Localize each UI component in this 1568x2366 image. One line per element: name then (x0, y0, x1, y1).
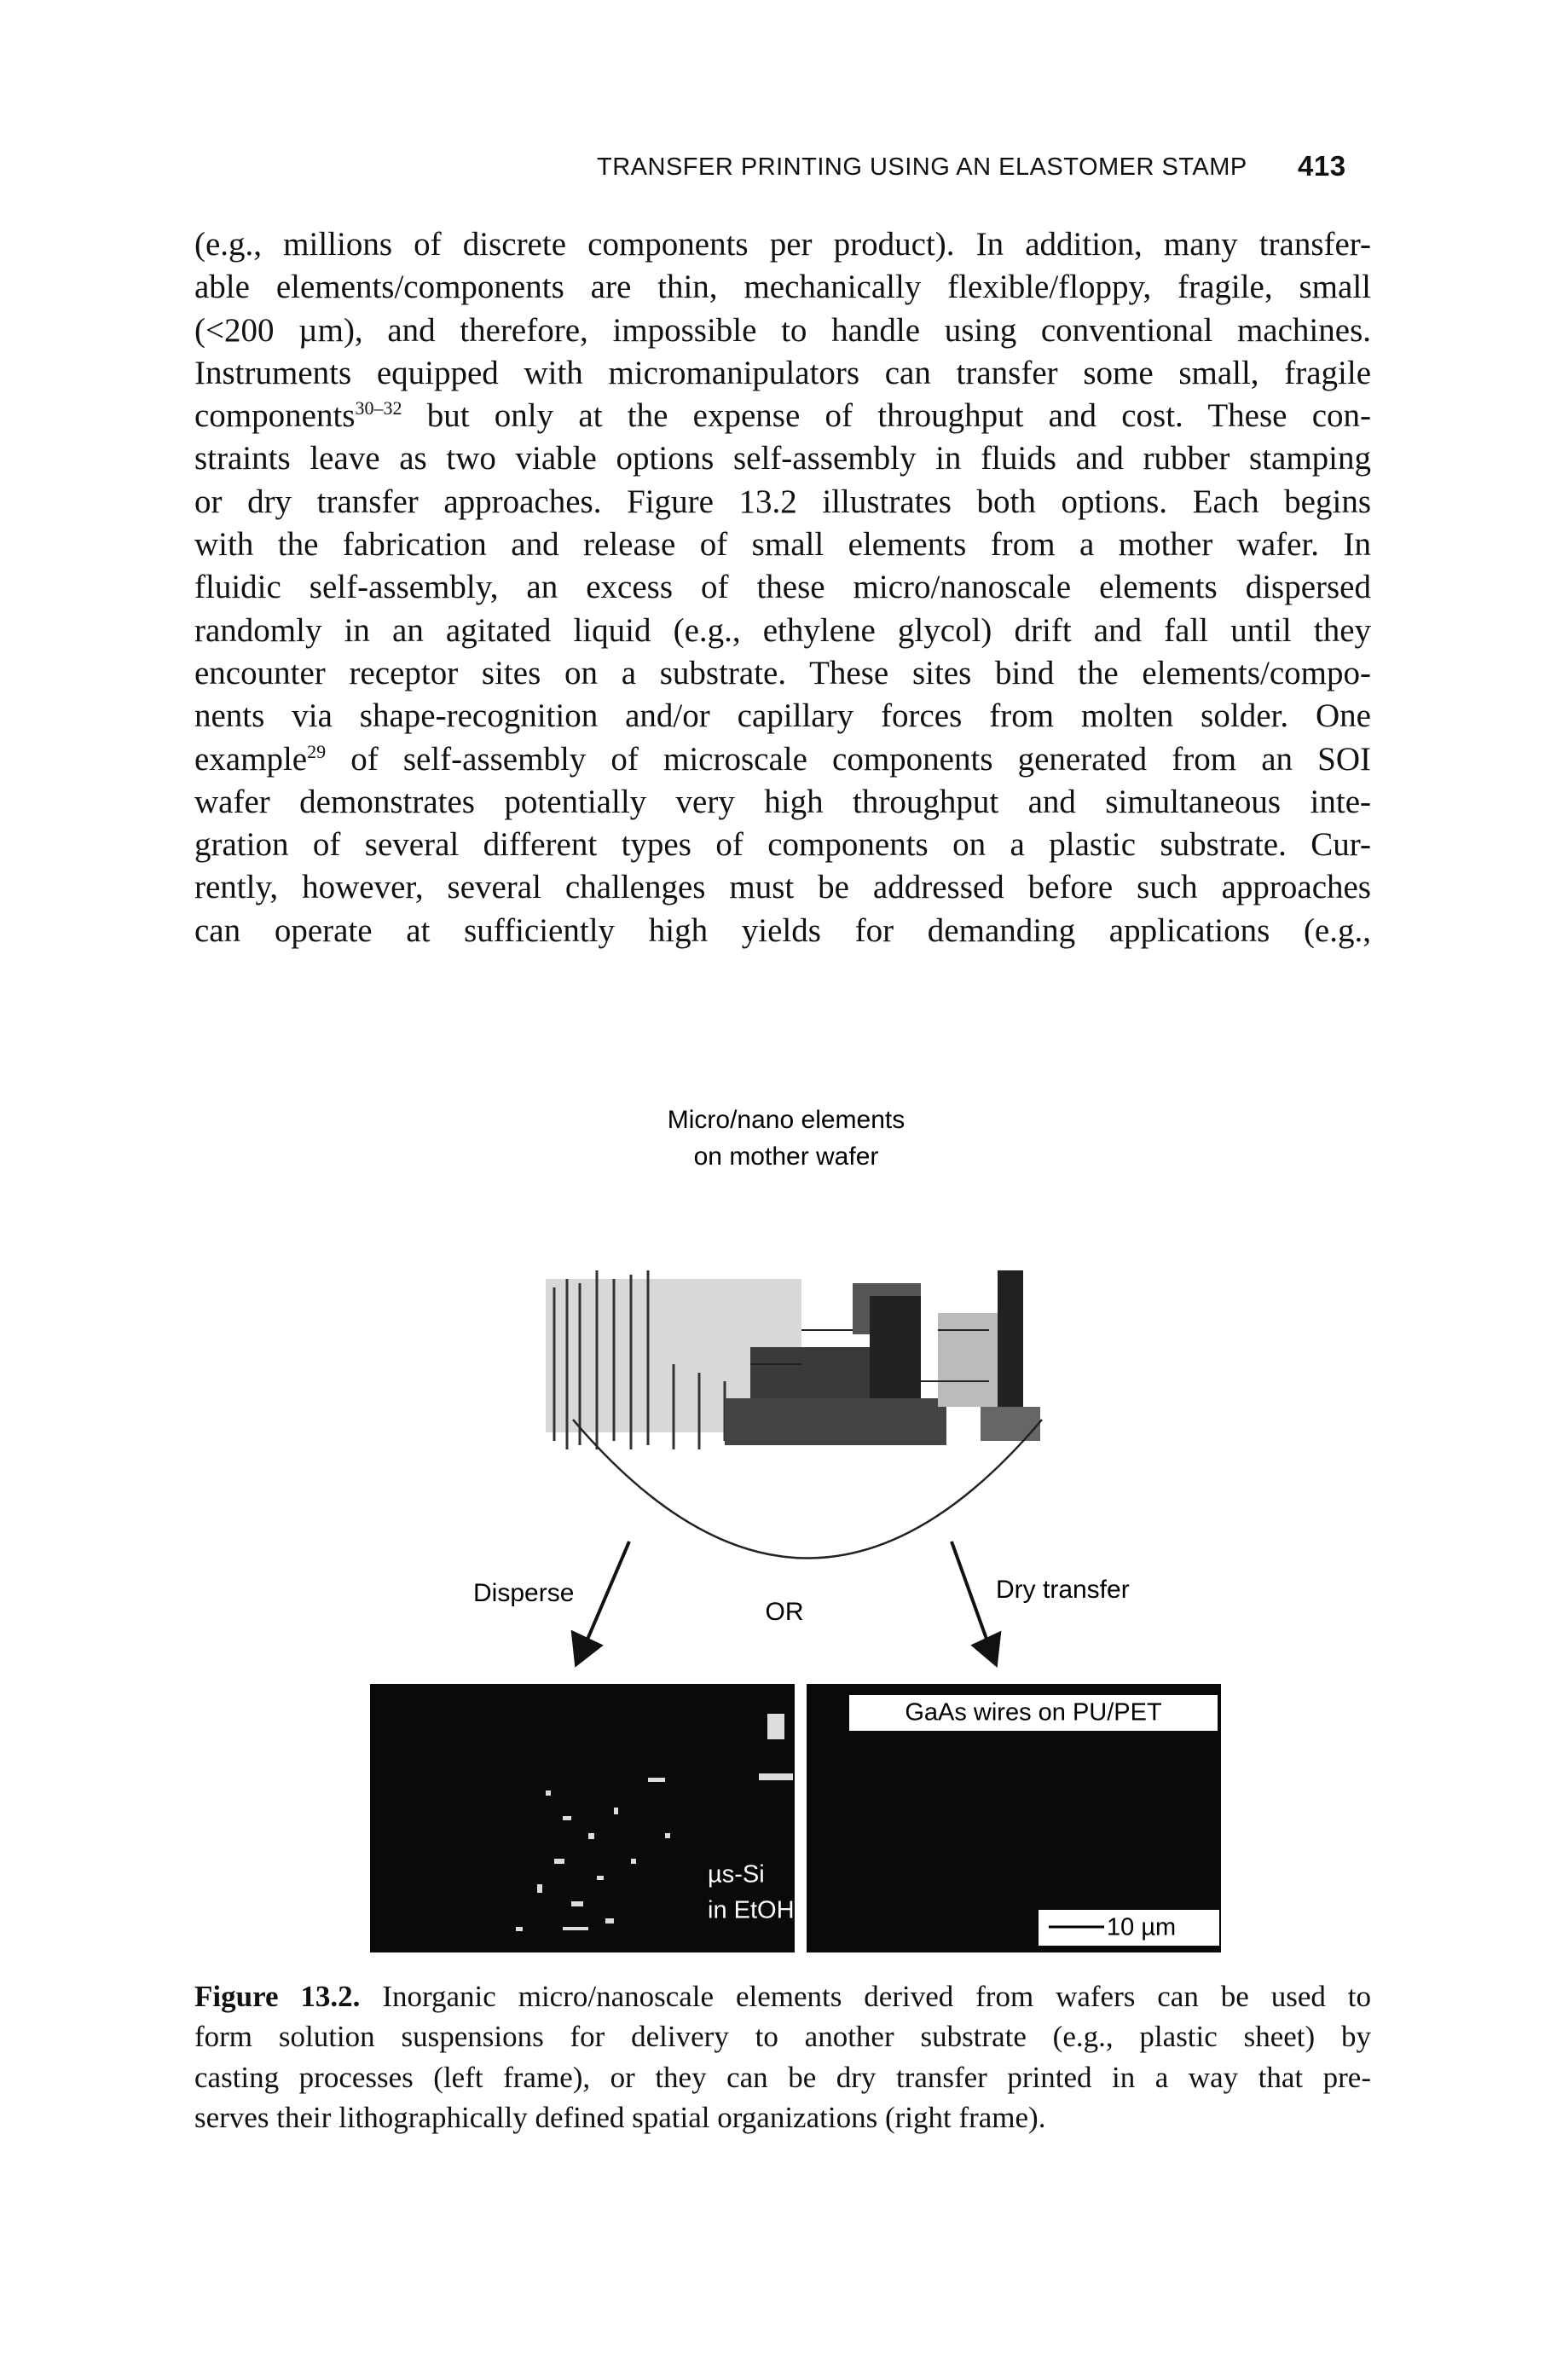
caption: Figure 13.2. Inorganic micro/nanoscale e… (194, 1976, 1371, 2137)
wafer-image (546, 1270, 1040, 1449)
text-line: components30–32 but only at the expense … (194, 395, 1371, 437)
figure-title: Micro/nano elements (668, 1106, 905, 1134)
figure-title: on mother wafer (694, 1143, 879, 1171)
text-line: (e.g., millions of discrete components p… (194, 226, 1371, 263)
text-line: can operate at sufficiently high yields … (194, 911, 1371, 949)
panel-title: GaAs wires on PU/PET (905, 1699, 1162, 1727)
label: Disperse (473, 1579, 574, 1607)
text-line: able elements/components are thin, mecha… (194, 269, 1371, 306)
body-text: (e.g., millions of discrete components p… (194, 223, 1371, 952)
label: OR (766, 1598, 804, 1626)
scale-label: 10 µm (1107, 1914, 1176, 1941)
superscript: 29 (307, 740, 327, 762)
text-line: nents via shape-recognition and/or capil… (194, 697, 1371, 735)
text-line: example29 of self-assembly of microscale… (194, 738, 1371, 781)
panel-label: µs-Si (708, 1861, 765, 1889)
text-run: Inorganic micro/nanoscale elements deriv… (360, 1980, 1371, 2013)
wafer-outline (572, 1419, 1043, 1559)
text-line: (<200 µm), and therefore, impossible to … (194, 311, 1371, 349)
text-run: but only at the expense of throughput an… (402, 397, 1371, 435)
superscript: 30–32 (355, 397, 402, 419)
text-line: wafer demonstrates potentially very high… (194, 783, 1371, 820)
text-line: fluidic self-assembly, an excess of thes… (194, 569, 1371, 606)
caption-label: Figure 13.2. (194, 1980, 361, 2013)
text-line: rently, however, several challenges must… (194, 869, 1371, 906)
panel-label: in EtOH (708, 1897, 795, 1924)
text-line: randomly in an agitated liquid (e.g., et… (194, 611, 1371, 649)
label: Dry transfer (996, 1576, 1130, 1604)
text-line: encounter receptor sites on a substrate.… (194, 654, 1371, 691)
text-line: straints leave as two viable options sel… (194, 440, 1371, 477)
caption-line: casting processes (left frame), or they … (194, 2060, 1371, 2094)
caption-line: Figure 13.2. Inorganic micro/nanoscale e… (194, 1976, 1371, 2016)
text-line: gration of several different types of co… (194, 826, 1371, 864)
caption-line: serves their lithographically defined sp… (194, 2100, 1046, 2134)
text-line: Instruments equipped with micromanipulat… (194, 354, 1371, 391)
text-run: components (194, 397, 356, 435)
running-header: TRANSFER PRINTING USING AN ELASTOMER STA… (597, 153, 1247, 181)
text-line: or dry transfer approaches. Figure 13.2 … (194, 483, 1371, 520)
caption-line: form solution suspensions for delivery t… (194, 2020, 1371, 2054)
text-line: with the fabrication and release of smal… (194, 526, 1371, 564)
page-number: 413 (1298, 150, 1346, 182)
right-panel: GaAs wires on PU/PET 10 µm (807, 1684, 1221, 1952)
arrow (570, 1541, 1002, 1668)
text-run: of self-assembly of microscale component… (326, 740, 1371, 778)
left-panel: µs-Si in EtOH (370, 1684, 795, 1952)
text-run: example (194, 740, 308, 778)
